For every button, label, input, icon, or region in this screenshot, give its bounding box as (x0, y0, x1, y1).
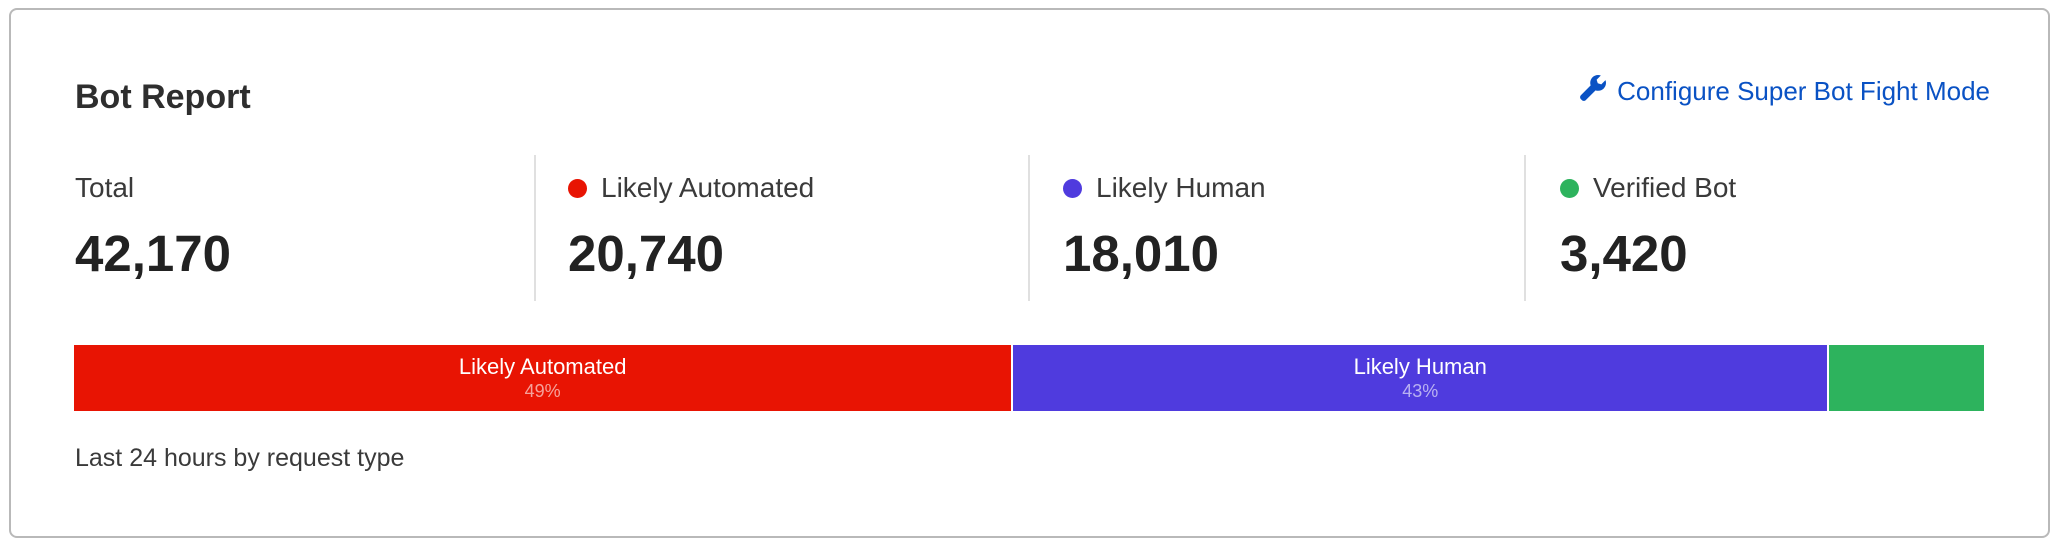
stat-verified-bot: Verified Bot 3,420 (1560, 170, 1736, 283)
bot-report-card (9, 8, 2050, 538)
segment-label: Likely Human (1353, 354, 1487, 379)
bar-segment-likely-human[interactable]: Likely Human 43% (1013, 345, 1830, 411)
configure-link-label: Configure Super Bot Fight Mode (1617, 76, 1990, 106)
stat-label: Likely Human (1096, 172, 1266, 203)
stat-value: 3,420 (1560, 225, 1688, 282)
wrench-icon (1579, 74, 1607, 109)
divider (1524, 155, 1526, 301)
stat-label: Verified Bot (1593, 172, 1737, 203)
card-title: Bot Report (75, 78, 251, 116)
red-dot-icon (568, 178, 587, 198)
footer-caption: Last 24 hours by request type (75, 444, 405, 472)
segment-label: Likely Automated (458, 354, 627, 379)
stat-value: 42,170 (75, 225, 231, 282)
configure-super-bot-fight-mode-link[interactable]: Configure Super Bot Fight Mode (1579, 74, 1990, 109)
stat-value: 20,740 (568, 225, 724, 282)
divider (1028, 155, 1030, 301)
stat-total: Total 42,170 (75, 170, 231, 283)
stat-label: Likely Automated (601, 172, 815, 203)
segment-percent: 49% (524, 381, 561, 401)
purple-dot-icon (1063, 178, 1082, 198)
segment-percent: 43% (1402, 381, 1439, 401)
stacked-bar-chart: Likely Automated 49% Likely Human 43% (74, 345, 1984, 411)
divider (534, 155, 536, 301)
stat-value: 18,010 (1063, 225, 1219, 282)
green-dot-icon (1560, 178, 1579, 198)
stat-label: Total (75, 172, 135, 203)
stat-likely-automated: Likely Automated 20,740 (568, 170, 814, 283)
bar-segment-verified-bot[interactable] (1829, 345, 1984, 411)
stat-likely-human: Likely Human 18,010 (1063, 170, 1266, 283)
bar-segment-likely-automated[interactable]: Likely Automated 49% (74, 345, 1014, 411)
